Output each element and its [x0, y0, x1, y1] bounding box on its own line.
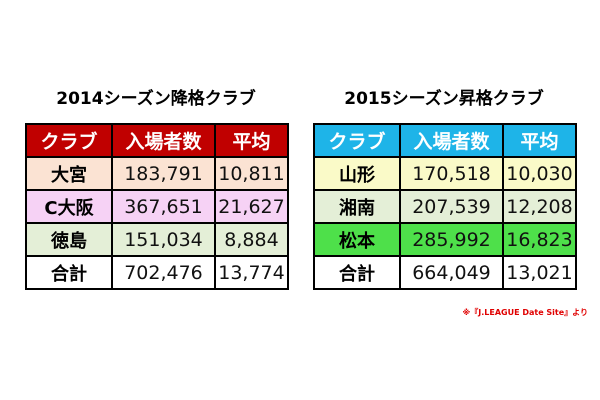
total-average-cell: 13,774	[214, 255, 289, 290]
attendance-cell: 285,992	[399, 222, 504, 257]
table-header-row: クラブ 入場者数 平均	[25, 123, 289, 158]
club-name-cell: 徳島	[25, 222, 113, 257]
promoted-clubs-title: 2015シーズン昇格クラブ	[344, 89, 544, 109]
club-name-cell: 大宮	[25, 156, 113, 191]
relegated-clubs-table: クラブ 入場者数 平均 大宮 183,791 10,811 C大阪 367,65…	[25, 123, 289, 290]
total-average-cell: 13,021	[502, 255, 577, 290]
attendance-cell: 183,791	[111, 156, 216, 191]
attendance-cell: 207,539	[399, 189, 504, 224]
source-note: ※『J.LEAGUE Date Site』より	[462, 308, 588, 317]
total-attendance-cell: 702,476	[111, 255, 216, 290]
promoted-clubs-table: クラブ 入場者数 平均 山形 170,518 10,030 湘南 207,539…	[313, 123, 577, 290]
total-row: 合計 702,476 13,774	[25, 255, 289, 290]
average-cell: 8,884	[214, 222, 289, 257]
total-label-cell: 合計	[25, 255, 113, 290]
attendance-cell: 151,034	[111, 222, 216, 257]
attendance-cell: 367,651	[111, 189, 216, 224]
attendance-cell: 170,518	[399, 156, 504, 191]
column-header-average: 平均	[502, 123, 577, 158]
total-attendance-cell: 664,049	[399, 255, 504, 290]
average-cell: 12,208	[502, 189, 577, 224]
column-header-attendance: 入場者数	[399, 123, 504, 158]
club-name-cell: C大阪	[25, 189, 113, 224]
table-header-row: クラブ 入場者数 平均	[313, 123, 577, 158]
average-cell: 21,627	[214, 189, 289, 224]
table-row: 山形 170,518 10,030	[313, 156, 577, 191]
average-cell: 10,030	[502, 156, 577, 191]
table-row: 湘南 207,539 12,208	[313, 189, 577, 224]
relegated-clubs-title: 2014シーズン降格クラブ	[56, 89, 256, 109]
club-name-cell: 湘南	[313, 189, 401, 224]
total-label-cell: 合計	[313, 255, 401, 290]
average-cell: 16,823	[502, 222, 577, 257]
average-cell: 10,811	[214, 156, 289, 191]
table-row: C大阪 367,651 21,627	[25, 189, 289, 224]
column-header-average: 平均	[214, 123, 289, 158]
column-header-attendance: 入場者数	[111, 123, 216, 158]
table-row: 徳島 151,034 8,884	[25, 222, 289, 257]
column-header-club: クラブ	[313, 123, 401, 158]
table-row: 大宮 183,791 10,811	[25, 156, 289, 191]
table-row: 松本 285,992 16,823	[313, 222, 577, 257]
promoted-clubs-block: 2015シーズン昇格クラブ クラブ 入場者数 平均 山形 170,518 10,…	[313, 84, 577, 290]
total-row: 合計 664,049 13,021	[313, 255, 577, 290]
club-name-cell: 山形	[313, 156, 401, 191]
club-name-cell: 松本	[313, 222, 401, 257]
column-header-club: クラブ	[25, 123, 113, 158]
relegated-clubs-block: 2014シーズン降格クラブ クラブ 入場者数 平均 大宮 183,791 10,…	[25, 84, 289, 290]
